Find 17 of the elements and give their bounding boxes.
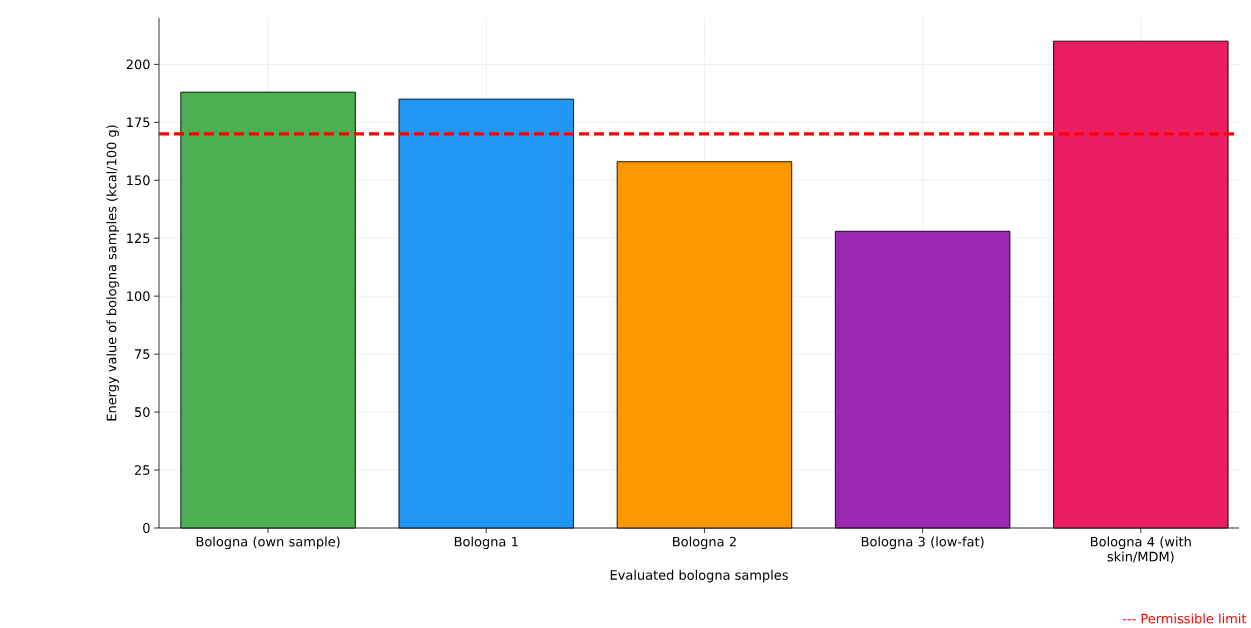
y-tick-label: 200 bbox=[126, 59, 150, 70]
y-tick-label: 75 bbox=[135, 349, 150, 359]
y-tick-label: 150 bbox=[127, 175, 150, 186]
y-tick-label: 175 bbox=[127, 117, 150, 128]
y-tick-label: 100 bbox=[127, 291, 150, 302]
x-tick-label: Bologna 4 (with skin/MDM) bbox=[1091, 536, 1191, 564]
y-axis-title: Energy value of bologna samples (kcal/100 g) bbox=[106, 125, 119, 421]
y-tick-label: 25 bbox=[134, 465, 150, 475]
y-tick-label: 125 bbox=[127, 233, 150, 244]
x-tick-label: Bologna (own sample) bbox=[196, 536, 340, 550]
text: --- Permissible limit bbox=[1122, 613, 1247, 624]
y-tick-label: 0 bbox=[143, 523, 150, 533]
x-tick-label: Bologna 3 (low-fat) bbox=[861, 536, 984, 550]
x-tick-label: Bologna 1 bbox=[454, 536, 518, 550]
y-tick-label: 50 bbox=[135, 407, 150, 417]
x-tick-label: Bologna 2 bbox=[673, 536, 736, 550]
x-axis-title: Evaluated bologna samples bbox=[610, 569, 788, 583]
